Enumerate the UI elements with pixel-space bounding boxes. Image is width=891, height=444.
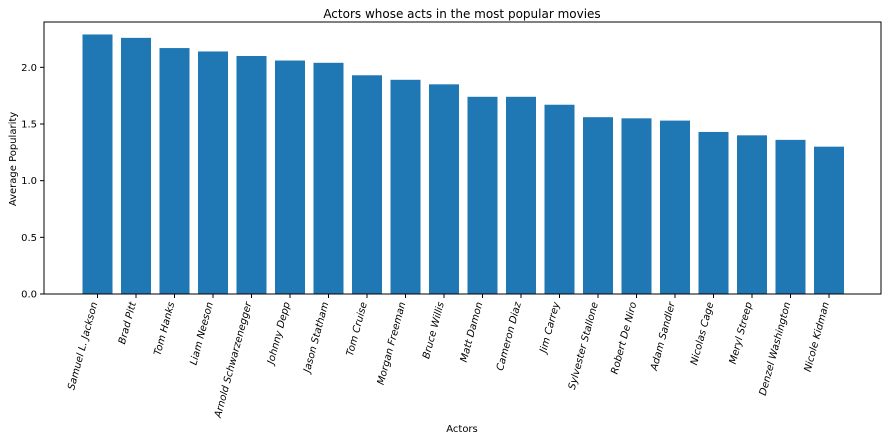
bar xyxy=(429,84,459,294)
x-tick-label: Morgan Freeman xyxy=(376,301,409,386)
x-tick-label: Matt Damon xyxy=(459,301,486,364)
plot-frame xyxy=(43,21,882,295)
x-tick-label: Arnold Schwarzenegger xyxy=(213,300,255,420)
bar xyxy=(121,37,151,294)
bar xyxy=(352,75,382,295)
x-tick-label: Robert De Niro xyxy=(610,301,640,376)
x-tick-label: Meryl Streep xyxy=(728,301,755,365)
bar xyxy=(544,104,575,294)
bar xyxy=(737,135,767,294)
x-tick-label: Brad Pitt xyxy=(117,300,139,346)
bar xyxy=(275,60,305,295)
bar xyxy=(159,48,190,294)
y-tick-label: 1.5 xyxy=(21,120,37,131)
bar xyxy=(467,96,498,294)
bar xyxy=(583,117,613,294)
y-tick-label: 2.0 xyxy=(21,63,37,74)
x-tick-label: Tom Hanks xyxy=(153,301,178,357)
x-tick-label: Tom Cruise xyxy=(345,301,370,357)
bars-layer xyxy=(82,34,844,295)
x-tick-label: Cameron Diaz xyxy=(495,300,524,372)
x-tick-label: Jim Carrey xyxy=(538,300,563,356)
bar xyxy=(698,131,729,294)
x-tick-label: Bruce Willis xyxy=(421,301,447,360)
x-tick-label: Johnny Depp xyxy=(265,301,293,367)
x-tick-label: Samuel L. Jackson xyxy=(66,301,100,391)
y-tick-label: 0.5 xyxy=(21,233,37,244)
x-tick-label: Jason Statham xyxy=(302,301,332,376)
x-tick-label: Adam Sandler xyxy=(649,300,678,373)
chart-title: Actors whose acts in the most popular mo… xyxy=(323,7,600,21)
y-axis-label: Average Popularity xyxy=(8,112,19,206)
bar xyxy=(660,120,690,294)
x-axis-label: Actors xyxy=(446,424,478,435)
y-tick-label: 0.0 xyxy=(21,290,37,301)
bar xyxy=(506,96,536,294)
x-tick-label: Denzel Washington xyxy=(758,301,794,397)
x-tick-label: Nicole Kidman xyxy=(803,301,832,373)
bar xyxy=(814,146,844,294)
bar xyxy=(313,62,344,294)
bar xyxy=(390,79,421,294)
bar xyxy=(775,139,806,294)
bar xyxy=(621,118,652,294)
bar xyxy=(236,56,267,294)
y-tick-label: 1.0 xyxy=(21,176,37,187)
bar xyxy=(82,34,113,294)
x-tick-label: Nicolas Cage xyxy=(689,301,716,366)
bar xyxy=(198,51,228,294)
x-tick-label: Sylvester Stallone xyxy=(567,301,601,391)
x-tick-label: Liam Neeson xyxy=(188,301,215,366)
